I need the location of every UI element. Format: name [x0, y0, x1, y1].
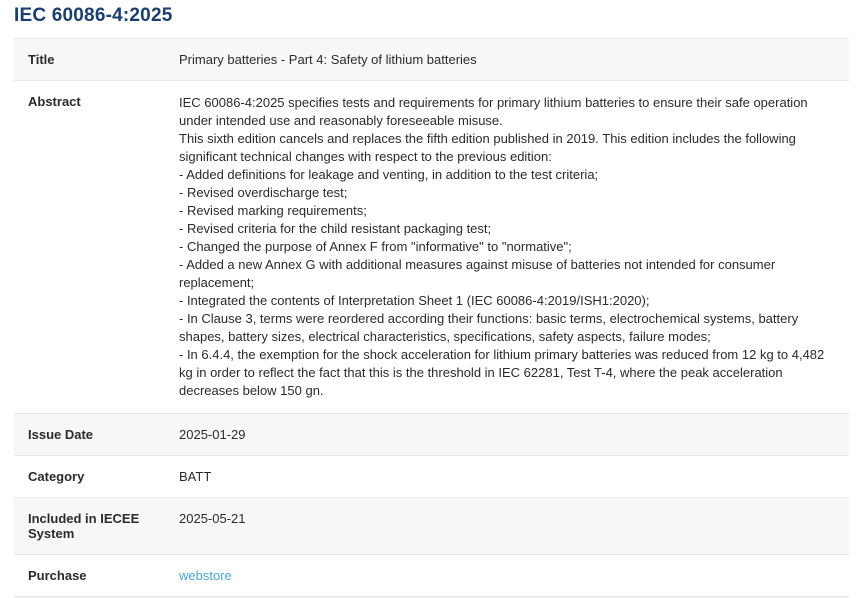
table-row-issue-date: Issue Date 2025-01-29 [14, 414, 849, 456]
row-value-issue-date: 2025-01-29 [179, 427, 246, 442]
row-value-purchase: webstore [179, 555, 849, 596]
row-label-iecee-system: Included in IECEE System [28, 511, 140, 541]
row-value-category: BATT [179, 469, 212, 484]
standard-details-table: Title Primary batteries - Part 4: Safety… [14, 38, 849, 598]
row-value-title: Primary batteries - Part 4: Safety of li… [179, 52, 477, 67]
row-value-iecee-system: 2025-05-21 [179, 511, 246, 526]
row-label-category: Category [28, 469, 85, 484]
page-title: IEC 60086-4:2025 [14, 5, 173, 26]
row-value-abstract: IEC 60086-4:2025 specifies tests and req… [179, 95, 825, 398]
row-label-issue-date: Issue Date [28, 427, 94, 442]
table-row-abstract: Abstract IEC 60086-4:2025 specifies test… [14, 81, 849, 414]
table-row-iecee-system: Included in IECEE System 2025-05-21 [14, 498, 849, 555]
table-row-purchase: Purchase webstore [14, 555, 849, 597]
table-row-category: Category BATT [14, 456, 849, 498]
row-label-abstract: Abstract [28, 94, 81, 109]
table-row-title: Title Primary batteries - Part 4: Safety… [14, 39, 849, 81]
webstore-link[interactable]: webstore [179, 568, 232, 583]
row-label-title: Title [28, 52, 55, 67]
row-label-purchase: Purchase [28, 568, 87, 583]
